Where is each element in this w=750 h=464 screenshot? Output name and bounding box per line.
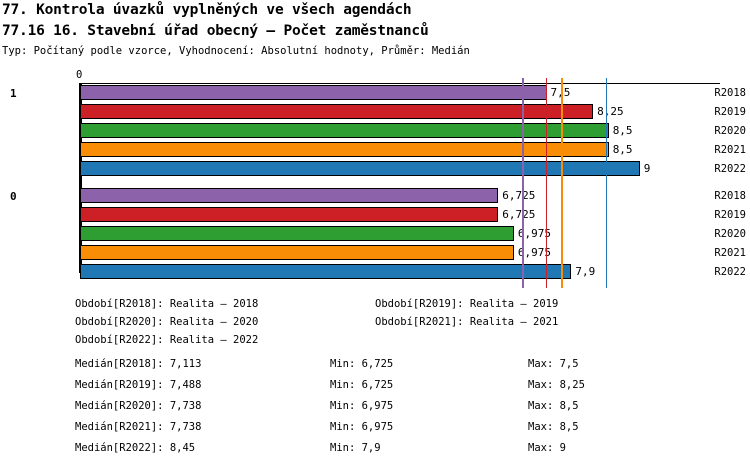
bar-chart: 0 1R20187,5R20198,25R20208,5R20218,5R202… [0, 70, 750, 295]
stat-min: Min: 6,975 [330, 421, 394, 433]
bar-value-label: 8,5 [612, 143, 633, 156]
bar-category-label: R2019 [714, 209, 746, 221]
bar-value-label: 6,975 [517, 227, 551, 240]
bar-rows-container: 1 R2018 7,5 R2019 8,25 R2020 8,5 R2021 8,5 R2022 9… [0, 84, 750, 282]
bar-category-label: R2021 [714, 247, 746, 259]
stat-median: Medián[R2020]: 7,738 [75, 400, 202, 412]
reference-line-median-R2022 [605, 78, 608, 288]
bar-R2018[interactable] [80, 188, 499, 203]
bar-R2021[interactable] [80, 142, 609, 157]
bar-value-label: 7,9 [575, 265, 596, 278]
legend-period-right: Období[R2021]: Realita – 2021 [375, 316, 559, 328]
report-title-line2: 77.16 16. Stavební úřad obecný – Počet z… [2, 23, 429, 39]
stat-max: Max: 7,5 [528, 358, 579, 370]
stat-median: Medián[R2021]: 7,738 [75, 421, 202, 433]
report-subtitle-line3: Typ: Počítaný podle vzorce, Vyhodnocení:… [2, 45, 470, 57]
report-header: 77. Kontrola úvazků vyplněných ve všech … [2, 1, 748, 59]
legend-period-right: Období[R2019]: Realita – 2019 [375, 298, 559, 310]
bar-value-label: 7,5 [551, 86, 571, 100]
y-axis-line [79, 83, 82, 273]
legend-period-left: Období[R2022]: Realita – 2022 [75, 334, 259, 346]
bar-R2022[interactable] [80, 161, 640, 176]
bar-row[interactable]: R2022 7,9 [0, 263, 750, 282]
x-axis-origin-label: 0 [76, 69, 83, 81]
bar-R2019[interactable] [80, 104, 594, 119]
report-title-line1: 77. Kontrola úvazků vyplněných ve všech … [2, 2, 412, 18]
bar-category-label: R2020 [714, 125, 746, 137]
bar-row[interactable]: R2019 6,725 [0, 206, 750, 225]
bar-category-label: R2019 [714, 106, 746, 118]
reference-line-median-R2019 [545, 78, 548, 288]
stat-min: Min: 7,9 [330, 442, 381, 454]
stats-row: Medián[R2022]: 8,45 Min: 7,9 Max: 9 [0, 442, 750, 463]
legend-period-left: Období[R2020]: Realita – 2020 [75, 316, 259, 328]
bar-row[interactable]: R2021 6,975 [0, 244, 750, 263]
group-spacer [0, 179, 750, 187]
bar-row[interactable]: R2018 6,725 [0, 187, 750, 206]
reference-line-median-R2020 [561, 78, 563, 288]
stat-median: Medián[R2022]: 8,45 [75, 442, 196, 454]
bar-value-label: 6,725 [502, 189, 536, 202]
stat-min: Min: 6,975 [330, 400, 394, 412]
stat-max: Max: 8,5 [528, 421, 579, 433]
bar-row[interactable]: R2022 9 [0, 160, 750, 179]
stat-max: Max: 8,25 [528, 379, 585, 391]
stats-row: Medián[R2018]: 7,113 Min: 6,725 Max: 7,5 [0, 358, 750, 379]
stats-row: Medián[R2021]: 7,738 Min: 6,975 Max: 8,5 [0, 421, 750, 442]
bar-R2019[interactable] [80, 207, 499, 222]
bar-R2020[interactable] [80, 226, 514, 241]
stats-row: Medián[R2020]: 7,738 Min: 6,975 Max: 8,5 [0, 400, 750, 421]
bar-row[interactable]: R2019 8,25 [0, 103, 750, 122]
stat-max: Max: 9 [528, 442, 566, 454]
bar-R2018[interactable] [80, 85, 547, 100]
bar-row[interactable]: R2020 8,5 [0, 122, 750, 141]
bar-R2022[interactable] [80, 264, 572, 279]
legend-row: Období[R2022]: Realita – 2022 [0, 334, 750, 352]
bar-category-label: R2022 [714, 266, 746, 278]
stat-max: Max: 8,5 [528, 400, 579, 412]
group-label-0: 0 [10, 190, 17, 203]
bar-R2020[interactable] [80, 123, 609, 138]
bar-value-label: 6,725 [502, 208, 536, 221]
bar-row[interactable]: R2021 8,5 [0, 141, 750, 160]
bar-category-label: R2022 [714, 163, 746, 175]
stat-min: Min: 6,725 [330, 379, 394, 391]
legend-row: Období[R2018]: Realita – 2018 Období[R201… [0, 298, 750, 316]
stat-min: Min: 6,725 [330, 358, 394, 370]
stat-median: Medián[R2019]: 7,488 [75, 379, 202, 391]
stats-row: Medián[R2019]: 7,488 Min: 6,725 Max: 8,25 [0, 379, 750, 400]
bar-value-label: 8,5 [612, 124, 633, 137]
legend-statistics: Medián[R2018]: 7,113 Min: 6,725 Max: 7,5 Me… [0, 358, 750, 463]
bar-category-label: R2018 [714, 87, 746, 99]
reference-line-median-R2018 [522, 78, 524, 288]
group-label-1: 1 [10, 87, 17, 100]
bar-value-label: 9 [643, 162, 651, 175]
bar-category-label: R2020 [714, 228, 746, 240]
plot-top-border [80, 83, 720, 84]
bar-R2021[interactable] [80, 245, 514, 260]
legend-row: Období[R2020]: Realita – 2020 Období[R202… [0, 316, 750, 334]
bar-value-label: 6,975 [517, 246, 551, 259]
legend-period-left: Období[R2018]: Realita – 2018 [75, 298, 259, 310]
bar-value-label: 8,25 [597, 105, 624, 118]
bar-category-label: R2021 [714, 144, 746, 156]
bar-row[interactable]: R2018 7,5 [0, 84, 750, 103]
bar-category-label: R2018 [714, 190, 746, 202]
stat-median: Medián[R2018]: 7,113 [75, 358, 202, 370]
bar-row[interactable]: R2020 6,975 [0, 225, 750, 244]
legend-periods: Období[R2018]: Realita – 2018 Období[R201… [0, 298, 750, 352]
